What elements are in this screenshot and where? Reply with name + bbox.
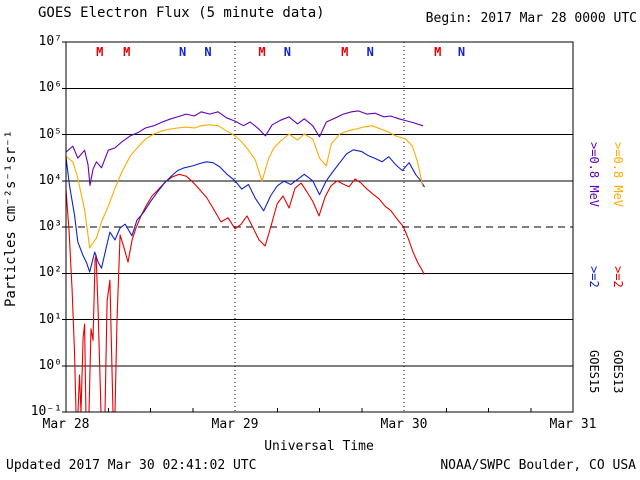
trace-goes13-ge2mev xyxy=(65,173,425,413)
event-marker-n: N xyxy=(179,45,186,59)
x-axis-title: Universal Time xyxy=(264,439,374,454)
updated-timestamp: Updated 2017 Mar 30 02:41:02 UTC xyxy=(6,458,257,473)
x-tick-label: Mar 28 xyxy=(42,417,90,432)
y-tick-label: 10⁻¹ xyxy=(30,404,62,419)
y-tick-label: 10⁵ xyxy=(38,126,62,142)
event-marker-n: N xyxy=(284,45,291,59)
event-marker-m: M xyxy=(341,45,348,59)
event-marker-n: N xyxy=(367,45,374,59)
begin-timestamp: Begin: 2017 Mar 28 0000 UTC xyxy=(425,11,637,26)
event-marker-m: M xyxy=(258,45,265,59)
y-tick-label: 10⁷ xyxy=(38,34,62,49)
plot-frame xyxy=(65,41,574,413)
x-tick-label: Mar 30 xyxy=(380,417,428,432)
x-tick-label: Mar 31 xyxy=(549,417,597,432)
event-marker-m: M xyxy=(123,45,130,59)
legend-satellite-goes13: GOES13 xyxy=(611,350,625,394)
y-tick-label: 10⁰ xyxy=(38,357,62,373)
event-marker-n: N xyxy=(204,45,211,59)
event-marker-m: M xyxy=(96,45,103,59)
chart-title: GOES Electron Flux (5 minute data) xyxy=(38,5,325,21)
trace-goes15-ge08mev xyxy=(65,110,424,186)
event-marker-n: N xyxy=(458,45,465,59)
x-tick-label: Mar 29 xyxy=(211,417,259,432)
legend-goes13-e08-label: >=0.8 MeV xyxy=(611,142,625,208)
legend-goes15-e08-label: >=0.8 MeV xyxy=(587,142,601,208)
y-tick-label: 10⁶ xyxy=(38,80,62,96)
y-tick-label: 10² xyxy=(38,265,62,281)
y-tick-label: 10³ xyxy=(38,219,62,234)
trace-goes13-ge08mev xyxy=(65,124,424,249)
legend-satellite-goes15: GOES15 xyxy=(587,350,601,394)
credit-label: NOAA/SWPC Boulder, CO USA xyxy=(440,458,636,473)
legend-goes15-e2-label: >=2 xyxy=(587,266,601,288)
trace-goes15-ge2mev xyxy=(65,149,425,273)
legend-goes13-e2-label: >=2 xyxy=(611,266,625,288)
y-tick-label: 10⁴ xyxy=(38,172,62,188)
y-tick-label: 10¹ xyxy=(38,311,62,327)
event-marker-m: M xyxy=(434,45,441,59)
